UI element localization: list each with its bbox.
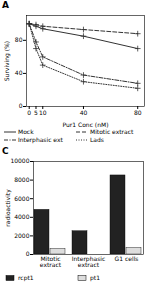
svg-text:Surviving (%): Surviving (%) bbox=[3, 41, 11, 81]
svg-text:0: 0 bbox=[27, 109, 31, 116]
html-text:Mitotic extract: Mitotic extract bbox=[90, 128, 134, 135]
svg-text:G1 cells: G1 cells bbox=[115, 255, 139, 262]
svg-text:40: 40 bbox=[15, 69, 23, 76]
svg-text:10: 10 bbox=[39, 109, 47, 116]
svg-text:10000: 10000 bbox=[10, 157, 29, 164]
html-text:Mock: Mock bbox=[18, 128, 34, 135]
svg-text:Pur1 Conc (nM): Pur1 Conc (nM) bbox=[62, 121, 108, 128]
svg-text:4000: 4000 bbox=[14, 213, 29, 220]
html-text:Lads: Lads bbox=[90, 136, 104, 143]
html-text:A: A bbox=[2, 0, 9, 10]
svg-text:Mitoticextract: Mitoticextract bbox=[40, 255, 62, 268]
svg-text:radioactivity: radioactivity bbox=[4, 189, 12, 227]
svg-text:0: 0 bbox=[19, 102, 23, 109]
html-text:pt1: pt1 bbox=[90, 274, 100, 281]
html-text:C: C bbox=[2, 146, 9, 156]
svg-text:80: 80 bbox=[134, 109, 142, 116]
svg-text:80: 80 bbox=[15, 36, 23, 43]
html-text:Interphasic ext: Interphasic ext bbox=[18, 136, 63, 143]
svg-text:Interphasicextract: Interphasicextract bbox=[72, 255, 105, 268]
svg-text:0: 0 bbox=[26, 250, 30, 257]
html-text:rcpt1: rcpt1 bbox=[18, 274, 34, 281]
svg-text:6000: 6000 bbox=[14, 195, 29, 202]
svg-text:8000: 8000 bbox=[14, 176, 29, 183]
svg-text:40: 40 bbox=[80, 109, 88, 116]
svg-text:5: 5 bbox=[34, 109, 38, 116]
svg-text:2000: 2000 bbox=[14, 232, 29, 239]
